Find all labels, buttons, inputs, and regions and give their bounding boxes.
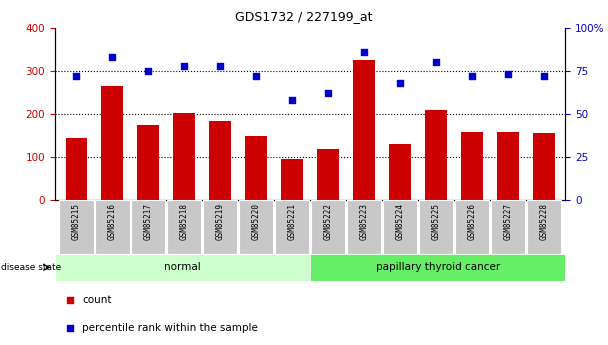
Text: GDS1732 / 227199_at: GDS1732 / 227199_at — [235, 10, 373, 23]
Text: GSM85218: GSM85218 — [180, 203, 188, 240]
Text: percentile rank within the sample: percentile rank within the sample — [82, 323, 258, 333]
Text: GSM85224: GSM85224 — [395, 203, 404, 240]
Bar — [282, 159, 303, 200]
Bar — [425, 110, 447, 200]
Bar — [527, 200, 561, 254]
Text: GSM85220: GSM85220 — [252, 203, 261, 240]
Bar — [131, 200, 165, 254]
Bar — [246, 136, 267, 200]
Text: GSM85228: GSM85228 — [539, 203, 548, 240]
Point — [65, 325, 75, 331]
Point — [143, 68, 153, 73]
Text: GSM85221: GSM85221 — [288, 203, 297, 240]
Bar — [353, 60, 375, 200]
Bar — [533, 133, 554, 200]
Bar — [55, 254, 310, 281]
Bar — [491, 200, 525, 254]
Bar — [203, 200, 238, 254]
Text: GSM85215: GSM85215 — [72, 203, 81, 240]
Text: count: count — [82, 295, 112, 305]
Text: GSM85219: GSM85219 — [216, 203, 225, 240]
Bar — [311, 200, 345, 254]
Text: normal: normal — [164, 263, 201, 272]
Point — [215, 63, 225, 68]
Bar — [95, 200, 130, 254]
Bar — [382, 200, 417, 254]
Point — [71, 73, 81, 79]
Text: GSM85216: GSM85216 — [108, 203, 117, 240]
Bar — [461, 132, 483, 200]
Point — [179, 63, 189, 68]
Text: GSM85227: GSM85227 — [503, 203, 513, 240]
Text: disease state: disease state — [1, 263, 61, 272]
Text: papillary thyroid cancer: papillary thyroid cancer — [376, 263, 500, 272]
Point — [65, 297, 75, 303]
Bar — [455, 200, 489, 254]
Text: GSM85226: GSM85226 — [468, 203, 477, 240]
Point — [503, 71, 513, 77]
Bar — [167, 200, 201, 254]
Bar — [66, 138, 87, 200]
Point — [251, 73, 261, 79]
Bar — [102, 86, 123, 200]
Bar — [419, 200, 453, 254]
Bar — [310, 254, 565, 281]
Bar — [173, 112, 195, 200]
Bar — [317, 149, 339, 200]
Bar — [497, 132, 519, 200]
Bar — [209, 121, 231, 200]
Bar — [389, 144, 411, 200]
Text: GSM85225: GSM85225 — [432, 203, 440, 240]
Bar — [137, 125, 159, 200]
Bar — [59, 200, 94, 254]
Point — [539, 73, 549, 79]
Point — [108, 54, 117, 60]
Point — [467, 73, 477, 79]
Text: GSM85222: GSM85222 — [323, 203, 333, 240]
Text: GSM85223: GSM85223 — [359, 203, 368, 240]
Point — [287, 97, 297, 103]
Bar — [239, 200, 274, 254]
Point — [359, 49, 369, 55]
Bar — [275, 200, 309, 254]
Point — [395, 80, 405, 86]
Point — [431, 59, 441, 65]
Text: GSM85217: GSM85217 — [143, 203, 153, 240]
Point — [323, 90, 333, 96]
Bar — [347, 200, 381, 254]
